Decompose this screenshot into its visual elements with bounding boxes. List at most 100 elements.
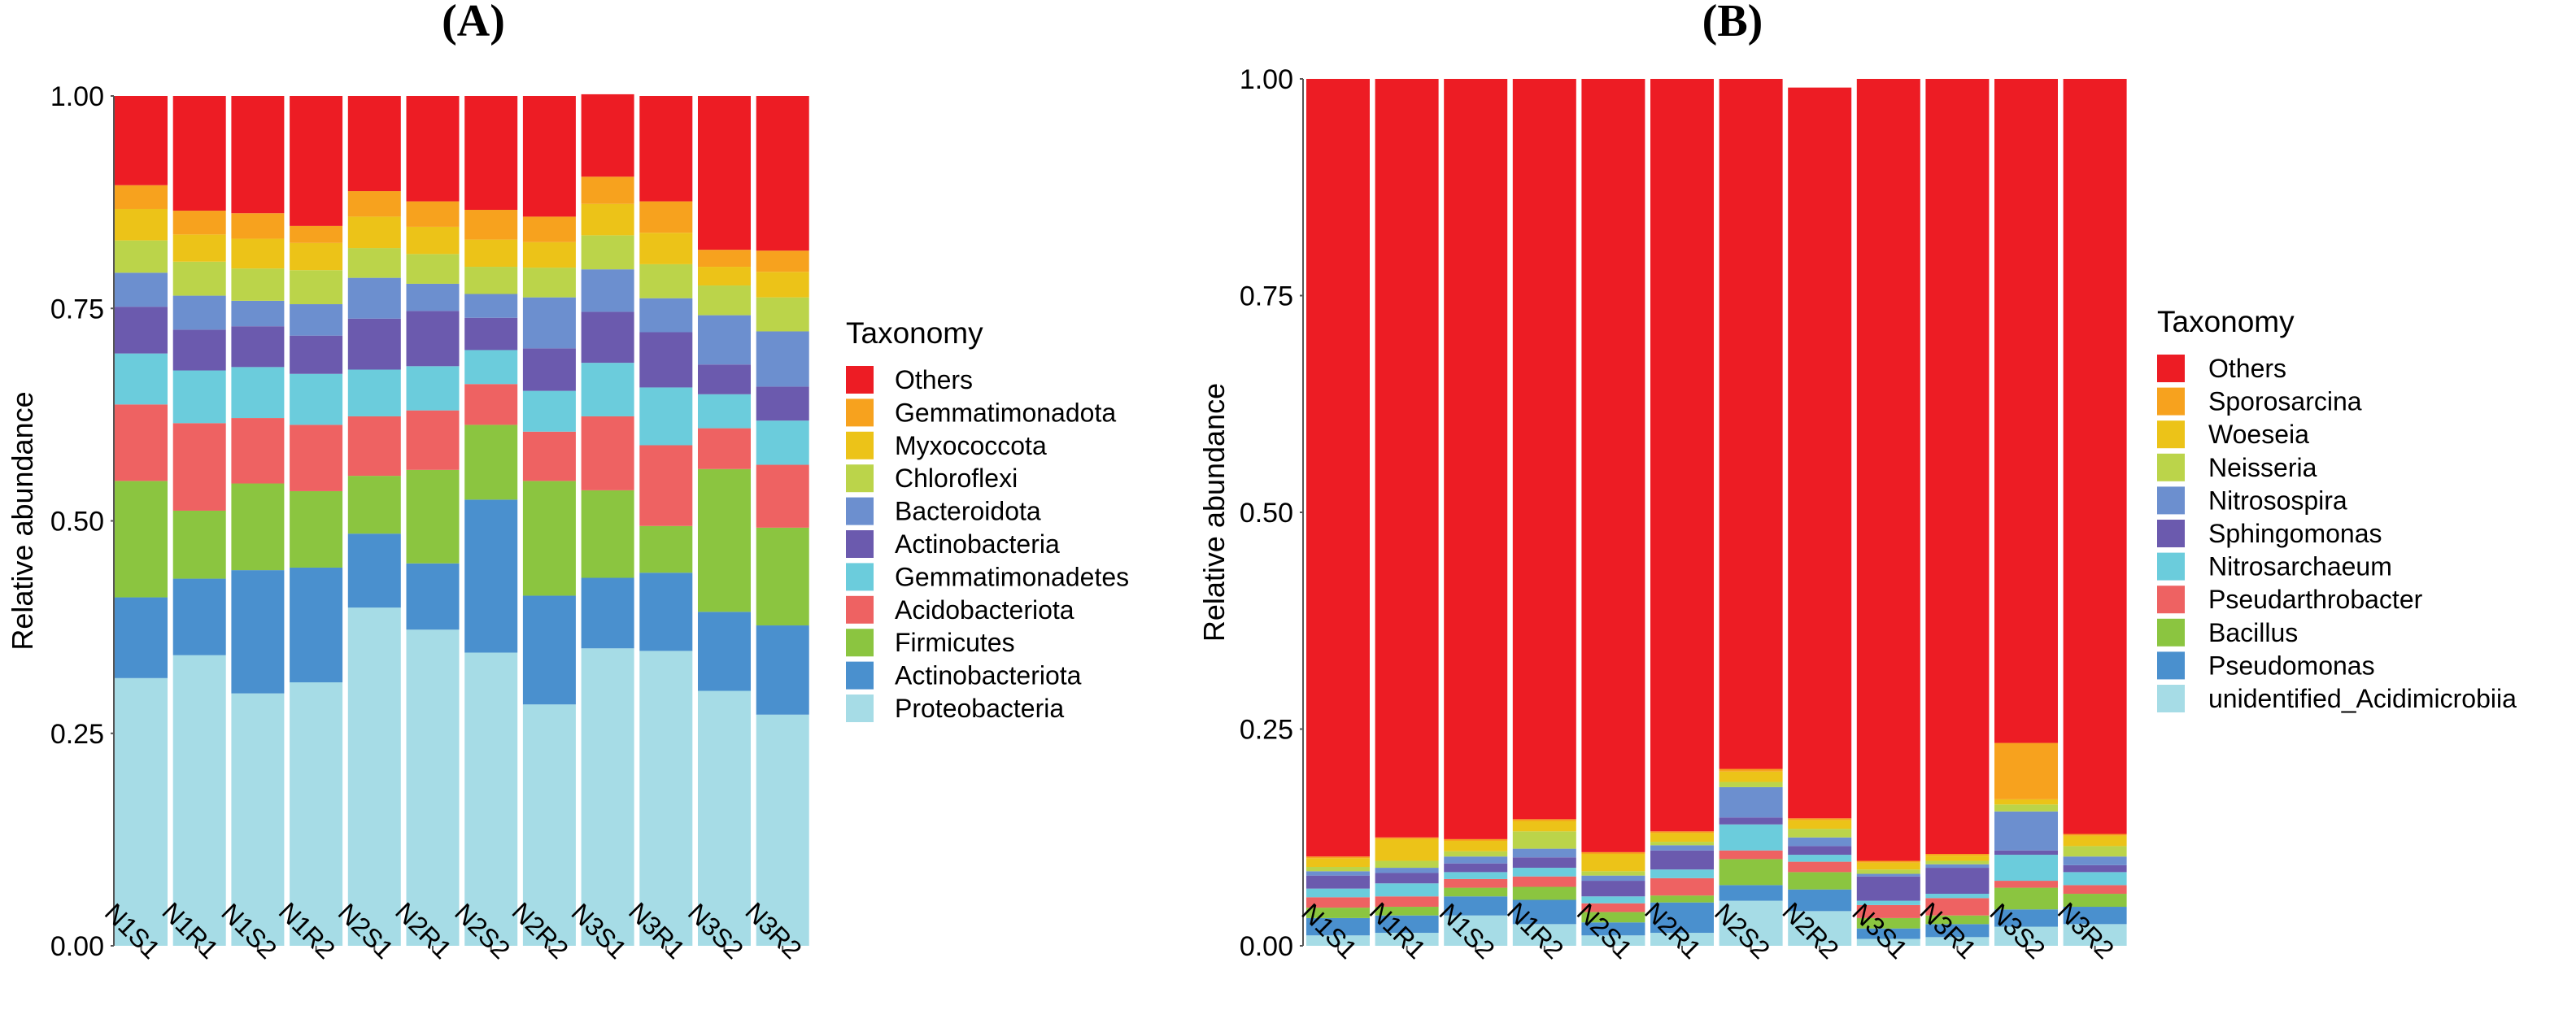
bar-segment-n1s2-acidobacteriota [231, 418, 285, 484]
bar-segment-n2r1-woeseia [1650, 833, 1714, 843]
bar-segment-n1r2-nitrosarchaeum [1512, 868, 1576, 877]
bar-segment-n1s2-proteobacteria [231, 693, 285, 946]
bar-segment-n1r1-bacteroidota [172, 295, 226, 330]
bar-segment-n3s2-gemmatimonadetes [698, 394, 751, 429]
bar-segment-n3r2-firmicutes [756, 527, 809, 626]
bar-segment-n3r2-bacillus [2063, 894, 2127, 908]
bar-segment-n3s1-pseudarthrobacter [1856, 904, 1920, 918]
bar-segment-n1s2-myxococcota [231, 238, 285, 269]
legend-label-neisseria: Neisseria [2208, 453, 2317, 482]
bar-segment-n2r2-others [522, 96, 576, 217]
y-tick-label: 0.75 [50, 294, 104, 324]
bar-segment-n2s1-sphingomonas [1581, 881, 1645, 897]
bar-segment-n2r2-bacteroidota [522, 297, 576, 349]
legend-swatch-actinobacteriota [846, 661, 874, 690]
bar-segment-n1r2-actinobacteriota [290, 567, 343, 683]
bar-segment-n3r2-myxococcota [756, 272, 809, 298]
bar-segment-n3s1-pseudomonas [1856, 928, 1920, 939]
bar-segment-n2s2-gemmatimonadetes [464, 350, 518, 385]
bar-segment-n2s1-firmicutes [347, 476, 401, 534]
bar-segment-n3s2-others [1994, 79, 2058, 743]
bar-segment-n1r1-proteobacteria [172, 655, 226, 946]
bar-segment-n1s2-others [1444, 79, 1508, 839]
legend-label-bacillus: Bacillus [2208, 618, 2298, 647]
bar-segment-n2s2-others [1719, 79, 1783, 769]
bar-segment-n2s2-myxococcota [464, 239, 518, 268]
bar-segment-n3s1-others [1856, 79, 1920, 861]
bar-segment-n2s2-nitrosarchaeum [1719, 824, 1783, 851]
bar-segment-n2s2-pseudarthrobacter [1719, 850, 1783, 860]
bar-segment-n2r1-neisseria [1650, 842, 1714, 846]
bar-segment-n3s1-nitrosospira [1856, 873, 1920, 877]
bar-segment-n1s2-others [231, 96, 285, 214]
bar-segment-n1r2-sphingomonas [1512, 857, 1576, 869]
bar-segment-n2s1-neisseria [1581, 871, 1645, 876]
bar-segment-n2r1-actinobacteria [406, 311, 460, 367]
bar-segment-n3r2-neisseria [2063, 846, 2127, 857]
bars [115, 94, 809, 946]
bar-segment-n2r2-nitrosarchaeum [1788, 855, 1852, 862]
legend-swatch-proteobacteria [846, 695, 874, 722]
bar-segment-n2r2-gemmatimonadota [522, 216, 576, 242]
bar-segment-n2s1-pseudomonas [1581, 922, 1645, 936]
bar-segment-n3r1-acidobacteriota [639, 445, 693, 526]
legend-swatch-bacillus [2157, 618, 2185, 647]
bar-segment-n1s2-bacillus [1444, 887, 1508, 897]
bar-segment-n2r1-sporosarcina [1650, 831, 1714, 834]
bar-segment-n2r1-others [1650, 79, 1714, 832]
legend-label-unidentified-acidimicrobiia: unidentified_Acidimicrobiia [2208, 684, 2517, 713]
bar-segment-n3s2-proteobacteria [698, 690, 751, 946]
y-tick-label: 0.50 [50, 507, 104, 538]
bar-segment-n1r2-acidobacteriota [290, 425, 343, 491]
bar-segment-n1r1-acidobacteriota [172, 423, 226, 511]
bar-segment-n1r1-unidentified-acidimicrobiia [1375, 933, 1439, 946]
bar-segment-n1r2-sporosarcina [1512, 819, 1576, 821]
bar-segment-n3s1-actinobacteria [581, 311, 634, 364]
bar-segment-n3r2-unidentified-acidimicrobiia [2063, 924, 2127, 946]
legend-label-chloroflexi: Chloroflexi [895, 464, 1018, 493]
legend-label-proteobacteria: Proteobacteria [895, 694, 1064, 723]
bar-segment-n1r1-chloroflexi [172, 261, 226, 296]
legend-label-pseudomonas: Pseudomonas [2208, 651, 2375, 680]
bar-segment-n1r1-actinobacteria [172, 329, 226, 371]
bar-segment-n1s2-bacteroidota [231, 300, 285, 327]
bar-segment-n2r2-actinobacteriota [522, 595, 576, 705]
bar-segment-n3s2-woeseia [1994, 799, 2058, 805]
bar-segment-n3r1-nitrosarchaeum [1925, 894, 1990, 899]
bar-segment-n1r2-bacillus [1512, 886, 1576, 900]
bar-segment-n2s1-proteobacteria [347, 607, 401, 946]
bar-segment-n3r1-sphingomonas [1925, 868, 1990, 895]
bar-segment-n3s2-pseudomonas [1994, 909, 2058, 927]
bar-segment-n3s2-firmicutes [698, 468, 751, 612]
bar-segment-n1r1-sporosarcina [1375, 837, 1439, 839]
legend-swatch-bacteroidota [846, 497, 874, 525]
legend-label-sporosarcina: Sporosarcina [2208, 387, 2362, 416]
bar-segment-n3r2-gemmatimonadota [756, 250, 809, 272]
bar-segment-n3r2-sporosarcina [2063, 834, 2127, 836]
bar-segment-n3r2-actinobacteriota [756, 625, 809, 715]
y-tick-label: 1.00 [1240, 64, 1293, 95]
legend-label-sphingomonas: Sphingomonas [2208, 519, 2382, 548]
bar-segment-n2r1-pseudomonas [1650, 902, 1714, 934]
bar-segment-n3s1-myxococcota [581, 203, 634, 236]
bar-segment-n2s2-neisseria [1719, 782, 1783, 787]
bar-segment-n1s2-sporosarcina [1444, 838, 1508, 842]
bar-segment-n3r2-pseudomonas [2063, 907, 2127, 925]
bar-segment-n1r1-gemmatimonadetes [172, 370, 226, 424]
y-axis-title: Relative abundance [6, 391, 39, 650]
bar-segment-n3s1-bacillus [1856, 917, 1920, 929]
bar-segment-n3r1-nitrosospira [1925, 864, 1990, 869]
bar-segment-n3s2-pseudarthrobacter [1994, 881, 2058, 888]
bar-segment-n3s1-sphingomonas [1856, 876, 1920, 901]
bar-segment-n1s1-others [115, 96, 168, 185]
bar-segment-n3r1-proteobacteria [639, 651, 693, 946]
bar-segment-n2s2-woeseia [1719, 771, 1783, 782]
legend: Taxonomy Others Gemmatimonadota Myxococcota… [846, 316, 1129, 723]
legend-label-acidobacteriota: Acidobacteriota [895, 595, 1074, 625]
bar-segment-n2r1-firmicutes [406, 469, 460, 564]
bar-segment-n1s1-actinobacteriota [115, 597, 168, 678]
bar-segment-n1s1-bacteroidota [115, 272, 168, 307]
bar-segment-n3s1-chloroflexi [581, 235, 634, 270]
legend-label-woeseia: Woeseia [2208, 420, 2309, 449]
bar-segment-n3r1-pseudomonas [1925, 924, 1990, 938]
